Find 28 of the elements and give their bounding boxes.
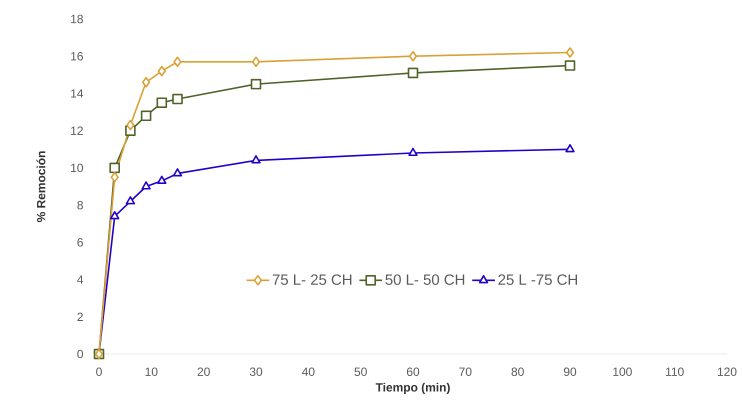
- y-tick-label: 16: [71, 52, 83, 60]
- y-tick-label: 4: [77, 275, 84, 284]
- y-axis-title: % Remoción: [36, 151, 46, 222]
- y-tick-label: 10: [71, 164, 84, 172]
- x-tick-label: 40: [302, 368, 315, 376]
- x-tick-label: 120: [718, 368, 737, 376]
- y-tick-label: 6: [77, 238, 83, 247]
- x-tick-label: 50: [354, 368, 367, 376]
- x-tick-label: 30: [250, 368, 262, 376]
- y-tick-label: 14: [71, 89, 84, 98]
- x-tick-label: 90: [564, 368, 576, 376]
- legend-label: 25 L -75 CH: [498, 274, 577, 285]
- y-tick-label: 18: [71, 14, 83, 24]
- x-tick-label: 110: [666, 368, 684, 376]
- x-axis-title: Tiempo (min): [376, 382, 450, 394]
- y-tick-label: 2: [77, 312, 83, 321]
- legend-label: 75 L- 25 CH: [272, 274, 352, 285]
- x-tick-label: 100: [613, 368, 632, 376]
- x-tick-label: 20: [198, 368, 210, 376]
- x-tick-label: 60: [406, 368, 420, 376]
- y-tick-label: 8: [77, 200, 83, 210]
- x-tick-label: 0: [96, 368, 102, 376]
- x-tick-label: 80: [512, 368, 524, 376]
- legend-label: 50 L- 50 CH: [385, 274, 464, 285]
- y-tick-label: 0: [77, 350, 84, 358]
- x-tick-label: 10: [146, 368, 158, 376]
- x-tick-label: 70: [459, 368, 472, 376]
- y-tick-label: 12: [71, 126, 83, 135]
